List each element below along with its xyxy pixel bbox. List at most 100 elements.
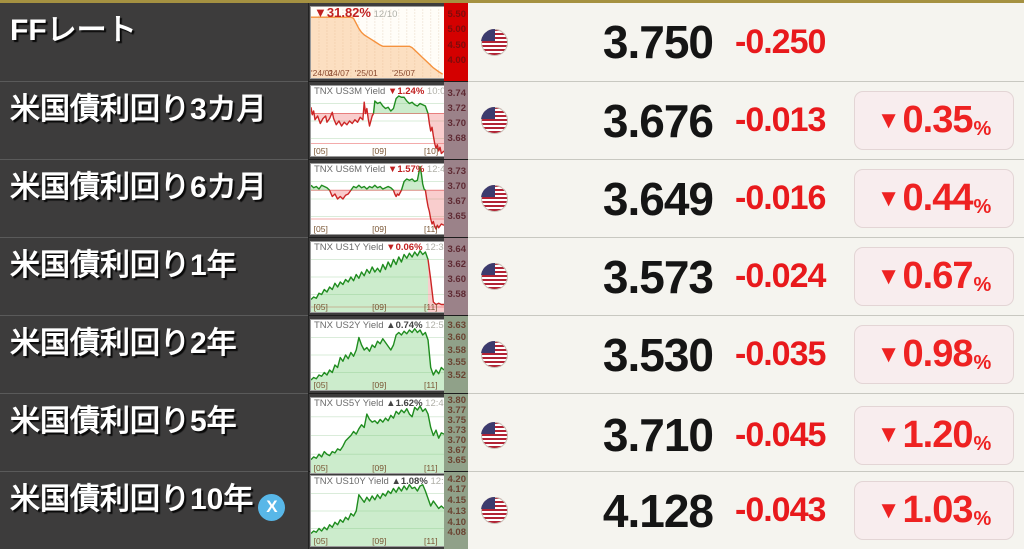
x-tick-label: [10] [424, 146, 439, 156]
chart-header: TNX US3M Yield ▼1.24% 10:07 [314, 86, 444, 98]
chart-header: TNX US10Y Yield ▲1.08% 12:59 [314, 476, 444, 488]
chart-thumbnail[interactable]: TNX US10Y Yield ▲1.08% 12:59 [05] [09] [11… [310, 475, 444, 547]
x-tick-label: '24/01 [311, 68, 334, 78]
x-tick-label: [11] [424, 224, 438, 234]
chart-change: ▼0.06% [386, 242, 423, 253]
chart-cell: TNX US10Y Yield ▲1.08% 12:59 [05] [09] [11… [308, 471, 444, 549]
percent-change-badge: ▼ 1.03 % [854, 481, 1014, 540]
chart-thumbnail[interactable]: TNX US5Y Yield ▲1.62% 12:49 [05] [09] [11] [310, 397, 444, 474]
chart-x-axis: [05] [09] [11] [311, 224, 444, 234]
chart-y-axis: 3.73 3.70 3.67 3.65 [444, 159, 468, 237]
x-tick-label: [09] [372, 146, 387, 156]
x-tick-label: [11] [424, 536, 438, 546]
x-tick-label: [09] [372, 224, 387, 234]
chart-thumbnail[interactable]: TNX US3M Yield ▼1.24% 10:07 [05] [09] [10] [310, 85, 444, 157]
rate-row[interactable]: 米国債利回り3カ月 TNX US3M Yield ▼1.24% 10:07 [0… [0, 81, 1024, 159]
instrument-label-cell: FFレート [0, 3, 308, 81]
y-tick-label: 4.50 [447, 39, 467, 51]
chart-header: TNX US5Y Yield ▲1.62% 12:49 [314, 398, 444, 410]
chart-cell: TNX US5Y Yield ▲1.62% 12:49 [05] [09] [11] [308, 393, 444, 476]
y-tick-label: 3.75 [447, 415, 467, 426]
sparkline-chart [311, 164, 444, 234]
y-tick-label: 4.17 [447, 484, 467, 496]
chart-header: TNX US2Y Yield ▲0.74% 12:57 [314, 320, 444, 332]
rate-row[interactable]: FFレート ▼31.82% 12/10 '24/01 24/07 '25/01 '25… [0, 3, 1024, 81]
chart-y-axis: 3.63 3.60 3.58 3.55 3.52 [444, 315, 468, 393]
chart-thumbnail[interactable]: ▼31.82% 12/10 '24/01 24/07 '25/01 '25/07 [310, 6, 444, 79]
chart-symbol: TNX US10Y Yield [314, 476, 389, 487]
percent-sign: % [973, 274, 992, 296]
y-tick-label: 5.00 [447, 24, 467, 36]
chart-change: ▼31.82% [314, 7, 371, 20]
quote-cell: 3.530 -0.035 ▼ 0.98 % [468, 315, 1024, 393]
x-tick-label: 24/07 [328, 68, 350, 78]
percent-change-value: 1.03 [902, 489, 974, 531]
percent-change-badge: ▼ 1.20 % [854, 405, 1014, 465]
us-flag-icon [481, 263, 508, 290]
y-tick-label: 3.58 [447, 289, 467, 300]
chart-thumbnail[interactable]: TNX US6M Yield ▼1.57% 12:49 [05] [09] [11] [310, 163, 444, 235]
rate-row[interactable]: 米国債利回り2年 TNX US2Y Yield ▲0.74% 12:57 [05… [0, 315, 1024, 393]
sparkline-chart [311, 398, 444, 473]
quote-cell: 3.710 -0.045 ▼ 1.20 % [468, 393, 1024, 476]
sparkline-chart [311, 242, 444, 312]
chart-cell: TNX US2Y Yield ▲0.74% 12:57 [05] [09] [11] [308, 315, 444, 393]
x-social-icon[interactable]: X [258, 493, 286, 521]
chart-change: ▲1.62% [386, 398, 423, 409]
chart-thumbnail[interactable]: TNX US1Y Yield ▼0.06% 12:35 [05] [09] [11] [310, 241, 444, 313]
down-triangle-icon: ▼ [876, 106, 901, 134]
chart-y-axis: 3.80 3.77 3.75 3.73 3.70 3.67 3.65 [444, 393, 468, 476]
chart-symbol: TNX US5Y Yield [314, 398, 384, 409]
chart-symbol: TNX US2Y Yield [314, 320, 384, 331]
down-triangle-icon: ▼ [876, 496, 901, 524]
rate-row[interactable]: 米国債利回り6カ月 TNX US6M Yield ▼1.57% 12:49 [0… [0, 159, 1024, 237]
x-tick-label: [05] [313, 146, 328, 156]
chart-x-axis: [05] [09] [11] [311, 536, 444, 546]
chart-header: TNX US6M Yield ▼1.57% 12:49 [314, 164, 444, 176]
sparkline-chart [311, 86, 444, 156]
y-tick-label: 4.10 [447, 516, 467, 528]
rate-value: 3.676 [602, 94, 714, 147]
rate-row[interactable]: 米国債利回り5年 TNX US5Y Yield ▲1.62% 12:49 [05… [0, 393, 1024, 476]
chart-time: 12/10 [373, 9, 398, 20]
chart-change: ▼1.57% [387, 164, 425, 175]
y-tick-label: 4.08 [447, 527, 467, 539]
chart-x-axis: [05] [09] [11] [311, 463, 444, 473]
instrument-label: 米国債利回り2年 [10, 327, 237, 360]
chart-thumbnail[interactable]: TNX US2Y Yield ▲0.74% 12:57 [05] [09] [11] [310, 319, 444, 391]
percent-sign: % [973, 118, 992, 140]
chart-change: ▼1.24% [387, 86, 425, 97]
percent-change-value: 0.35 [902, 99, 974, 141]
x-tick-label: [09] [372, 302, 387, 312]
chart-change: ▲0.74% [386, 320, 423, 331]
rate-row[interactable]: 米国債利回り1年 TNX US1Y Yield ▼0.06% 12:35 [05… [0, 237, 1024, 315]
y-tick-label: 3.73 [447, 425, 467, 436]
instrument-label-cell: 米国債利回り6カ月 [0, 159, 308, 237]
rate-change: -0.045 [735, 415, 826, 454]
instrument-label-cell: 米国債利回り2年 [0, 315, 308, 393]
us-flag-icon [481, 497, 508, 524]
percent-sign: % [973, 196, 992, 218]
instrument-label-cell: 米国債利回り1年 [0, 237, 308, 315]
y-tick-label: 3.63 [447, 319, 467, 331]
x-tick-label: '25/01 [354, 68, 378, 78]
chart-time: 12:35 [425, 242, 444, 253]
chart-x-axis: [05] [09] [10] [311, 146, 444, 156]
percent-change-value: 0.44 [902, 177, 974, 219]
x-tick-label: [05] [313, 224, 328, 234]
chart-y-axis: 3.64 3.62 3.60 3.58 [444, 237, 468, 315]
quote-cell: 3.676 -0.013 ▼ 0.35 % [468, 81, 1024, 159]
rate-change: -0.016 [735, 179, 826, 217]
chart-time: 10:07 [426, 86, 444, 97]
sparkline-chart [311, 320, 444, 390]
chart-header: ▼31.82% 12/10 [314, 7, 444, 21]
chart-time: 12:49 [426, 164, 444, 175]
y-tick-label: 3.67 [447, 196, 467, 207]
chart-symbol: TNX US1Y Yield [314, 242, 384, 253]
rate-value: 3.710 [602, 409, 714, 461]
percent-change-badge: ▼ 0.67 % [854, 247, 1014, 306]
rate-change: -0.035 [735, 335, 826, 373]
quote-cell: 3.750 -0.250 [468, 3, 1024, 81]
